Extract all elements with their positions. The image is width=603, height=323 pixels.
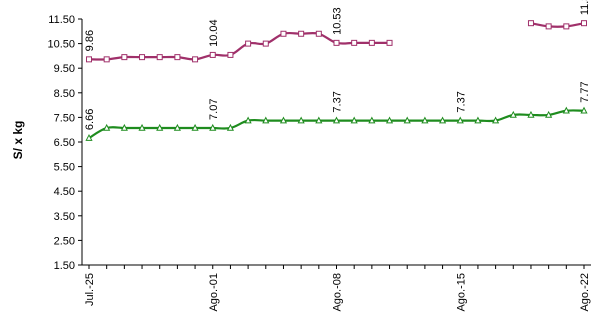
series-line (88, 31, 390, 61)
data-point-square (563, 23, 570, 30)
data-point-square (581, 20, 587, 27)
data-point-square (545, 23, 552, 30)
data-point-square (103, 56, 110, 63)
y-tick-label: 4.50 (54, 186, 75, 198)
data-point-square (351, 39, 358, 46)
data-point-square (227, 51, 234, 58)
data-point-square (280, 30, 287, 37)
y-tick-label: 5.50 (54, 162, 75, 174)
data-point-triangle (474, 116, 482, 124)
data-point-triangle (492, 116, 500, 124)
data-point-square (262, 40, 269, 47)
data-point-square (298, 30, 305, 37)
data-point-triangle (226, 123, 235, 131)
y-tick-label: 1.50 (54, 260, 75, 272)
data-point-triangle (456, 116, 464, 124)
data-point-triangle (545, 110, 553, 118)
data-label: 7.77 (579, 81, 591, 102)
data-point-square (527, 20, 534, 27)
data-point-square (368, 39, 375, 46)
data-point-triangle (156, 123, 164, 131)
data-point-square (86, 56, 92, 63)
data-point-triangle (350, 116, 358, 124)
series-line (88, 109, 585, 140)
series-group (85, 20, 588, 141)
data-point-triangle (209, 123, 217, 131)
y-tick-label: 10.50 (47, 39, 75, 51)
y-tick-label: 8.50 (54, 88, 75, 100)
data-point-triangle (421, 116, 429, 124)
x-tick-label: Ago.-08 (332, 273, 344, 312)
data-point-triangle (279, 116, 288, 124)
data-point-triangle (527, 110, 535, 118)
data-point-triangle (103, 123, 111, 131)
data-point-triangle (262, 116, 270, 124)
data-point-triangle (368, 116, 376, 124)
data-point-triangle (509, 110, 517, 118)
data-point-triangle (244, 116, 252, 124)
data-point-triangle (85, 133, 93, 141)
data-point-square (174, 54, 181, 61)
data-label: 9.86 (84, 30, 96, 51)
data-point-triangle (120, 123, 128, 131)
data-point-triangle (562, 106, 570, 114)
y-axis-label: S/ x kg (11, 121, 25, 160)
data-point-triangle (385, 116, 394, 124)
x-tick-label: Ago.-22 (579, 273, 591, 312)
data-labels: 9.86 10.04 10.53 11.33 6.66 7.07 7.37 7.37 7.77 (84, 0, 591, 130)
data-point-triangle (297, 116, 305, 124)
data-point-square (386, 39, 393, 46)
series-line (530, 22, 585, 28)
data-label: 10.04 (208, 19, 220, 47)
data-point-triangle (173, 123, 181, 131)
data-label: 7.37 (455, 91, 467, 112)
data-point-triangle (191, 123, 199, 131)
data-point-square (156, 54, 163, 61)
data-point-triangle (315, 116, 323, 124)
data-point-square (333, 39, 340, 46)
data-point-square (139, 54, 146, 61)
data-point-triangle (138, 123, 146, 131)
data-label: 6.66 (84, 109, 96, 130)
data-label: 10.53 (332, 7, 344, 35)
data-point-triangle (403, 116, 411, 124)
y-tick-label: 3.50 (54, 211, 75, 223)
data-label: 7.07 (208, 99, 220, 120)
data-point-square (192, 56, 199, 63)
data-point-triangle (332, 116, 341, 124)
data-label: 7.37 (332, 91, 344, 112)
data-point-square (315, 30, 322, 37)
data-label: 11.33 (579, 0, 591, 15)
data-point-triangle (438, 116, 447, 124)
axes: 1.50 2.50 3.50 4.50 5.50 6.50 7.50 8.50 9.50 10.5… (47, 14, 591, 312)
x-tick-label: Ago.-15 (455, 273, 467, 312)
y-tick-label: 6.50 (54, 137, 75, 149)
y-tick-label: 7.50 (54, 112, 75, 124)
data-point-triangle (580, 106, 588, 114)
x-tick-label: Ago.-01 (208, 273, 220, 312)
data-point-square (121, 54, 128, 61)
x-tick-label: Jul.-25 (84, 273, 96, 306)
data-point-square (245, 40, 252, 47)
data-point-square (209, 51, 216, 58)
y-tick-label: 9.50 (54, 63, 75, 75)
y-tick-label: 11.50 (48, 14, 75, 26)
y-tick-label: 2.50 (54, 235, 75, 247)
